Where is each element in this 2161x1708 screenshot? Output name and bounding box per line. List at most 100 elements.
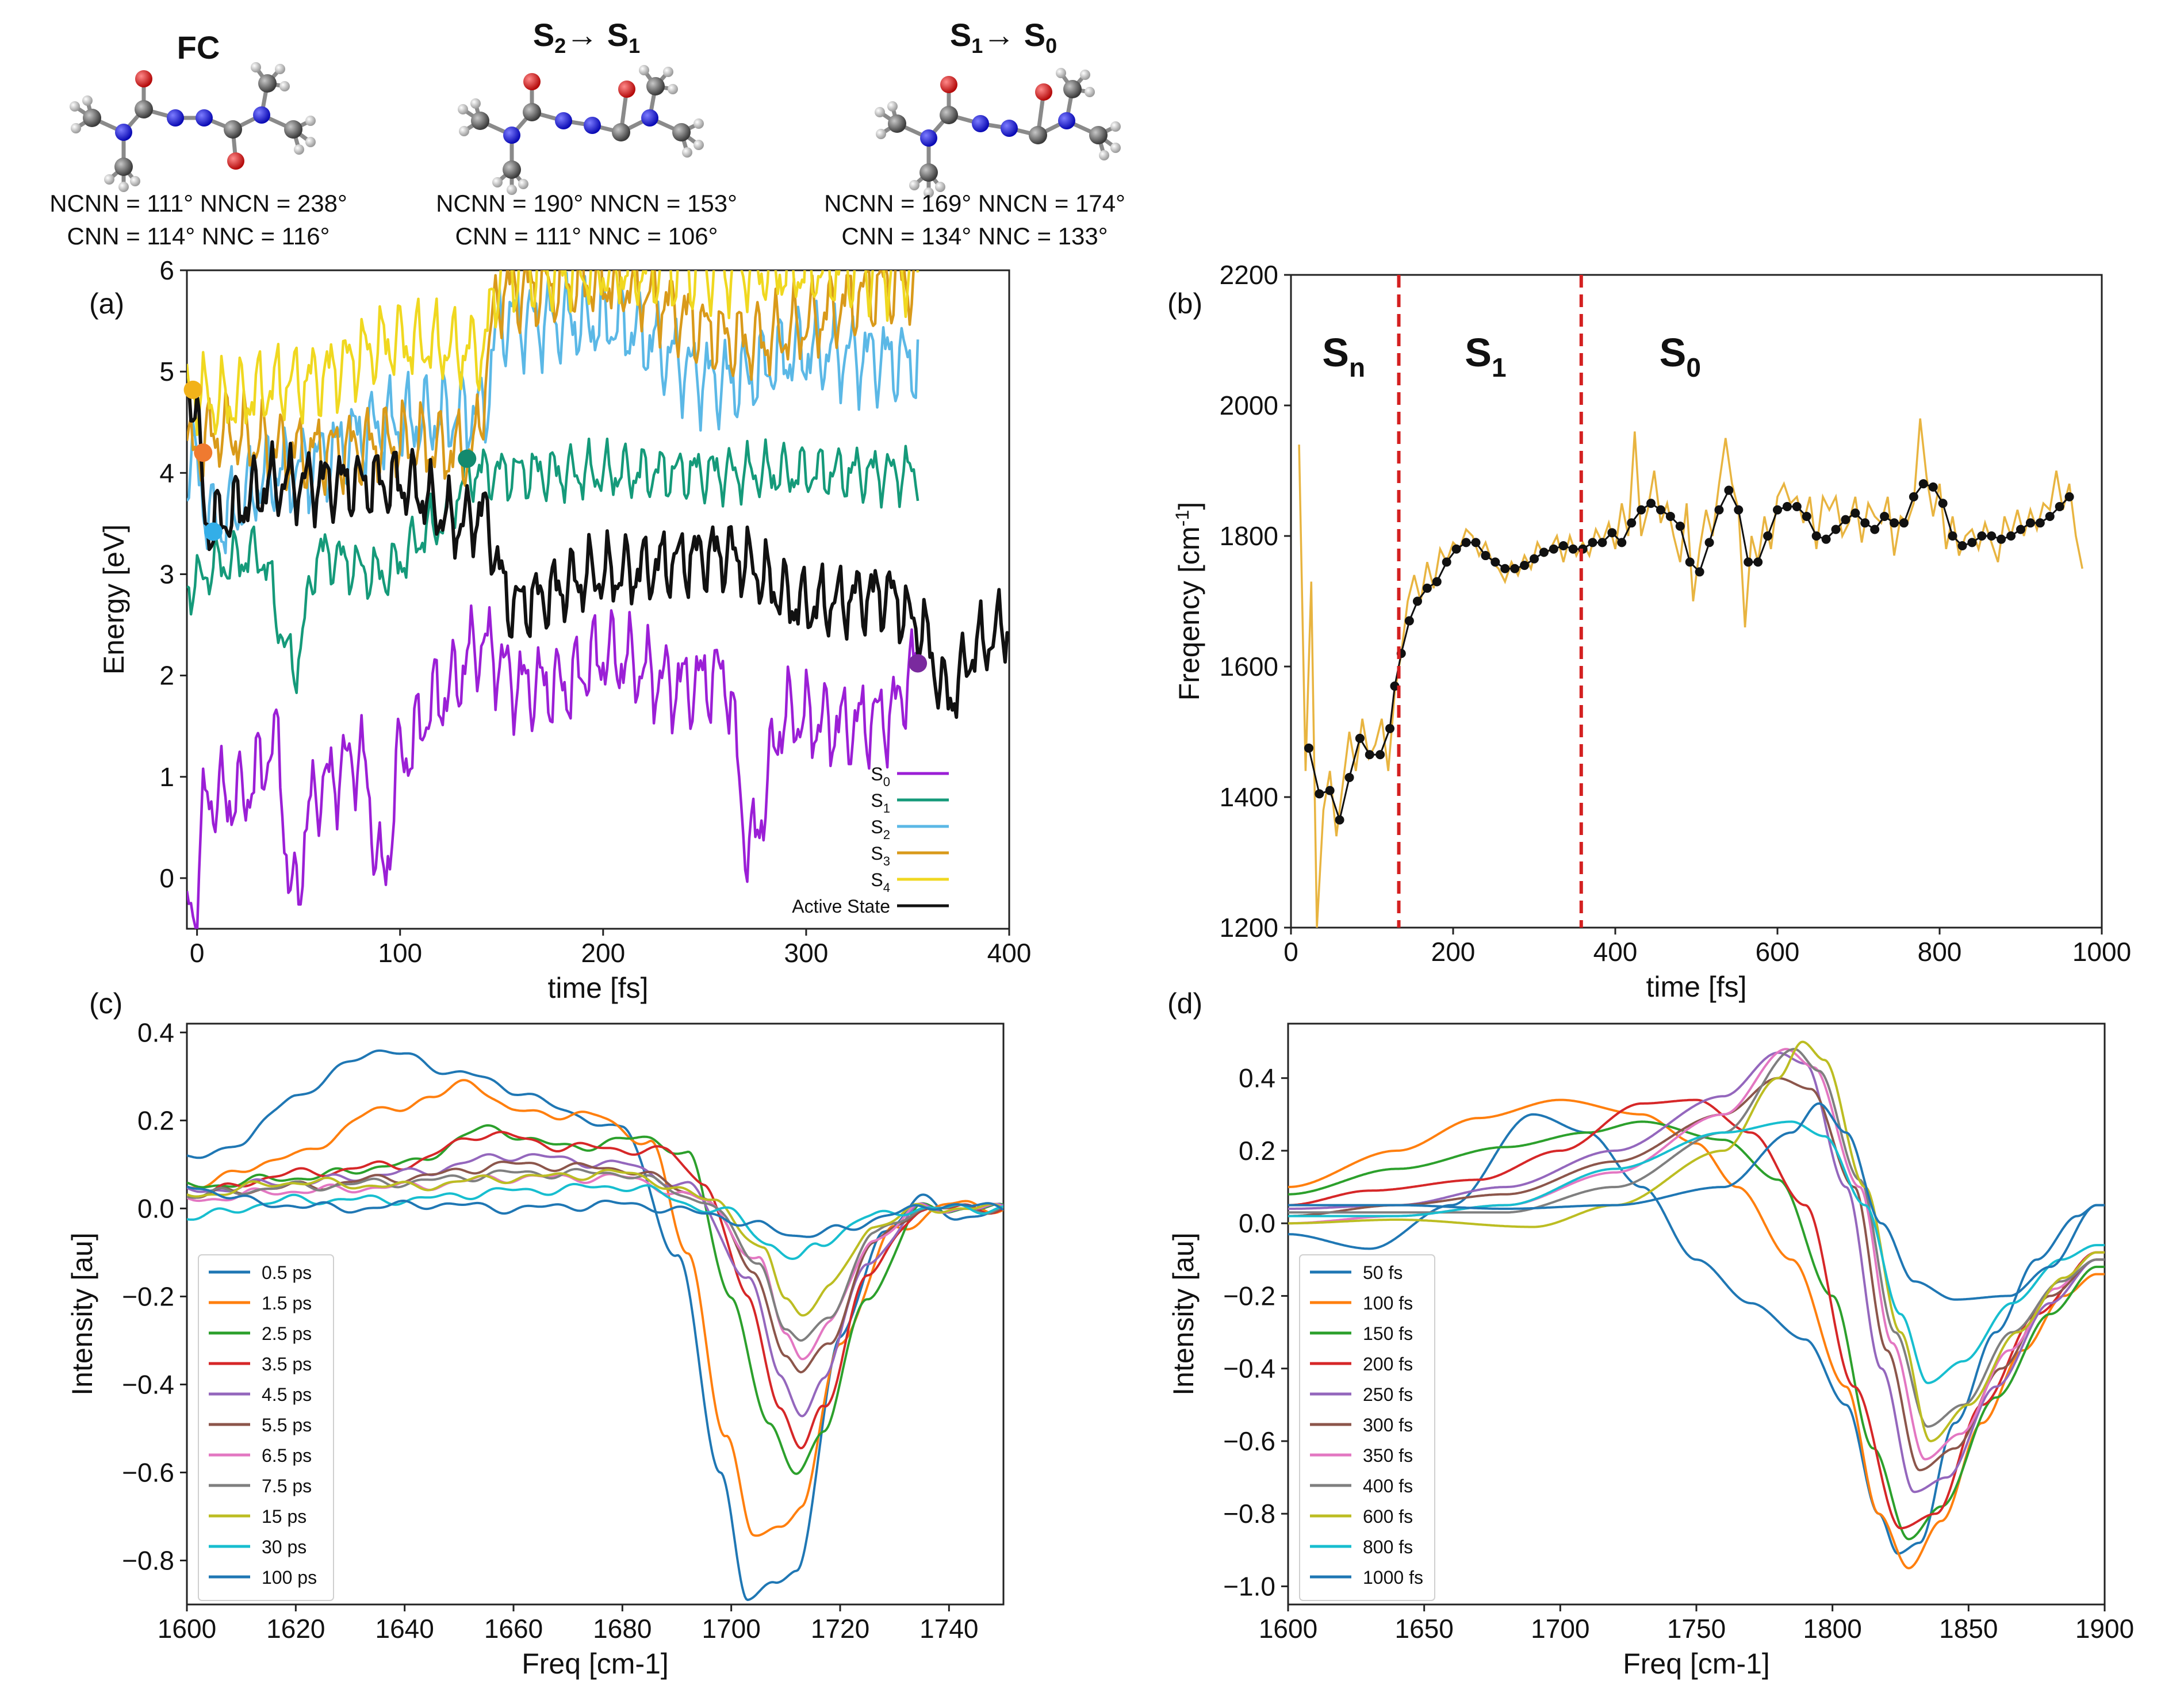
average-point — [1948, 531, 1957, 541]
hydrogen-atom — [887, 101, 898, 112]
panel-label: (a) — [89, 288, 124, 320]
region-label-sub: n — [1349, 353, 1365, 382]
legend-label: 400 fs — [1363, 1476, 1413, 1496]
y-tick-label: 3 — [159, 559, 174, 589]
average-point — [1325, 786, 1335, 795]
x-tick-label: 1620 — [266, 1614, 325, 1644]
average-point — [1355, 733, 1365, 743]
molecule-title-fc: FC — [177, 29, 220, 66]
average-point — [1617, 538, 1627, 547]
series-group — [1298, 418, 2083, 928]
hydrogen-atom — [875, 107, 885, 117]
x-tick-label: 1600 — [1259, 1614, 1317, 1644]
x-tick-label: 600 — [1756, 937, 1800, 967]
y-tick-label: 4 — [159, 458, 174, 488]
hydrogen-atom — [909, 180, 919, 190]
oxygen-atom — [940, 76, 957, 93]
spectrum-line — [187, 1079, 1003, 1537]
y-tick-label: 1600 — [1220, 652, 1278, 681]
legend-label: S3 — [871, 843, 890, 868]
x-tick-label: 0 — [1283, 937, 1298, 967]
y-tick-label: −0.8 — [122, 1545, 174, 1575]
nitrogen-atom — [555, 112, 572, 129]
average-point — [2055, 501, 2064, 511]
legend-label-sub: 2 — [883, 828, 890, 842]
hydrogen-atom — [1056, 68, 1066, 78]
molecule-angles-s1-s0-line2: CNN = 134° NNC = 133° — [841, 223, 1108, 250]
y-tick-label: −0.6 — [122, 1457, 174, 1487]
region-label-sub: 0 — [1686, 353, 1701, 382]
nitrogen-atom — [167, 109, 184, 127]
x-tick-label: 200 — [581, 938, 625, 968]
y-axis-label: Intensity [au] — [1167, 1232, 1200, 1396]
legend-label-sub: 0 — [883, 775, 890, 789]
legend-label: 1.5 ps — [262, 1293, 312, 1313]
state-marker — [194, 443, 213, 462]
x-axis-label: time [fs] — [547, 972, 648, 1004]
average-point — [1890, 518, 1899, 528]
average-point — [1627, 518, 1637, 528]
spectrum-line — [1288, 1040, 2105, 1442]
hydrogen-atom — [924, 187, 934, 198]
x-tick-label: 300 — [784, 938, 829, 968]
legend-label: 50 fs — [1363, 1262, 1403, 1283]
average-point — [1304, 743, 1314, 753]
x-tick-label: 200 — [1431, 937, 1476, 967]
average-point — [1860, 518, 1870, 528]
average-point — [1539, 547, 1549, 557]
x-tick-label: 100 — [378, 938, 422, 968]
x-tick-label: 1900 — [2075, 1614, 2134, 1644]
x-tick-label: 1700 — [1531, 1614, 1589, 1644]
oxygen-atom — [618, 81, 635, 98]
average-point — [1918, 479, 1928, 489]
oxygen-atom — [1035, 83, 1052, 101]
y-tick-label: 2 — [159, 661, 174, 691]
hydrogen-atom — [305, 116, 316, 126]
average-point — [1665, 511, 1675, 521]
hydrogen-atom — [294, 144, 304, 155]
average-point — [1909, 492, 1918, 501]
nitrogen-atom — [641, 109, 658, 127]
molecule-title-s1-s0: S1→ S0 — [950, 17, 1057, 58]
plot-frame — [186, 1022, 1005, 1606]
average-point — [1390, 681, 1400, 691]
average-point — [1773, 505, 1782, 515]
hydrogen-atom — [1110, 143, 1121, 153]
state-marker — [204, 522, 223, 541]
nitrogen-atom — [1001, 120, 1018, 137]
y-tick-label: 1 — [159, 762, 174, 792]
x-tick-label: 1650 — [1394, 1614, 1453, 1644]
hydrogen-atom — [71, 123, 81, 133]
average-point — [1432, 577, 1442, 587]
average-point — [1422, 583, 1432, 593]
hydrogen-atom — [507, 185, 517, 195]
average-point — [1315, 789, 1324, 799]
average-point — [1695, 567, 1704, 577]
y-tick-label: 0.4 — [1239, 1063, 1275, 1093]
oxygen-atom — [135, 70, 152, 87]
hydrogen-atom — [876, 129, 886, 139]
nitrogen-atom — [920, 129, 937, 147]
spectrum-line — [187, 1049, 1003, 1601]
average-point — [1987, 531, 1997, 541]
x-axis-label: Freq [cm-1] — [522, 1648, 669, 1680]
x-tick-label: 1660 — [484, 1614, 543, 1644]
molecule-s2-s1: S2→ S1 NCNN = 190° NNCN = 153° CNN = 111… — [436, 17, 737, 250]
carbon-atom — [471, 112, 489, 130]
y-tick-label: −0.2 — [122, 1281, 174, 1311]
average-point — [1899, 518, 1909, 528]
spectrum-line — [1288, 1120, 2105, 1384]
y-axis-label: Energy [eV] — [98, 524, 130, 675]
average-point — [1481, 551, 1491, 561]
state-marker — [183, 380, 202, 399]
legend-label: 250 fs — [1363, 1384, 1413, 1405]
legend-label-sub: 3 — [883, 854, 890, 868]
average-point — [1821, 534, 1831, 544]
x-tick-label: 1720 — [811, 1614, 869, 1644]
average-point — [1880, 511, 1890, 521]
x-tick-label: 1000 — [2072, 937, 2131, 967]
hydrogen-atom — [130, 176, 140, 186]
carbon-atom — [1063, 80, 1082, 98]
average-point — [1744, 557, 1753, 567]
average-point — [1568, 544, 1578, 554]
